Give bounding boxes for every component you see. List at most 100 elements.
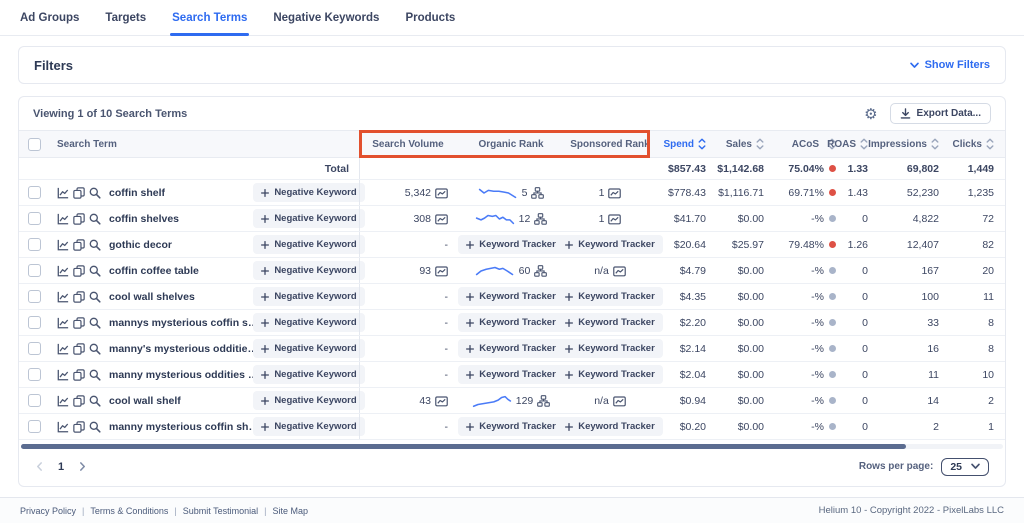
history-chart-icon[interactable] xyxy=(57,421,69,433)
history-chart-icon[interactable] xyxy=(57,317,69,329)
row-checkbox[interactable] xyxy=(28,420,41,433)
sitemap-icon[interactable] xyxy=(534,265,547,277)
row-checkbox[interactable] xyxy=(28,238,41,251)
footer-link-privacy-policy[interactable]: Privacy Policy xyxy=(20,505,77,516)
negative-keyword-button[interactable]: Negative Keyword xyxy=(253,313,365,332)
page-number[interactable]: 1 xyxy=(58,460,65,473)
keyword-tracker-button[interactable]: Keyword Tracker xyxy=(557,235,663,254)
sitemap-icon[interactable] xyxy=(531,187,544,199)
tab-search-terms[interactable]: Search Terms xyxy=(170,0,250,36)
search-icon[interactable] xyxy=(89,343,101,355)
column-header-sales[interactable]: Sales xyxy=(708,138,766,150)
history-chart-icon[interactable] xyxy=(57,291,69,303)
keyword-tracker-button[interactable]: Keyword Tracker xyxy=(458,417,564,436)
copy-icon[interactable] xyxy=(73,187,85,199)
keyword-tracker-button[interactable]: Keyword Tracker xyxy=(458,235,564,254)
history-chart-icon[interactable] xyxy=(57,369,69,381)
settings-gear-icon[interactable]: ⚙ xyxy=(864,105,878,123)
row-checkbox[interactable] xyxy=(28,368,41,381)
history-chart-icon[interactable] xyxy=(57,395,69,407)
search-icon[interactable] xyxy=(89,213,101,225)
column-header-organic-rank[interactable]: Organic Rank xyxy=(478,138,544,150)
copy-icon[interactable] xyxy=(73,421,85,433)
keyword-tracker-button[interactable]: Keyword Tracker xyxy=(557,339,663,358)
horizontal-scrollbar[interactable] xyxy=(21,444,906,449)
mini-chart-icon[interactable] xyxy=(435,395,448,407)
negative-keyword-button[interactable]: Negative Keyword xyxy=(253,417,365,436)
history-chart-icon[interactable] xyxy=(57,343,69,355)
keyword-tracker-button[interactable]: Keyword Tracker xyxy=(557,287,663,306)
keyword-tracker-button[interactable]: Keyword Tracker xyxy=(458,365,564,384)
column-header-search-volume[interactable]: Search Volume xyxy=(359,131,456,157)
export-data-button[interactable]: Export Data... xyxy=(889,103,991,124)
negative-keyword-button[interactable]: Negative Keyword xyxy=(253,287,365,306)
tab-products[interactable]: Products xyxy=(405,11,456,24)
negative-keyword-button[interactable]: Negative Keyword xyxy=(253,365,365,384)
copy-icon[interactable] xyxy=(73,291,85,303)
mini-chart-icon[interactable] xyxy=(435,265,448,277)
search-icon[interactable] xyxy=(89,239,101,251)
row-checkbox[interactable] xyxy=(28,290,41,303)
negative-keyword-button[interactable]: Negative Keyword xyxy=(253,209,365,228)
history-chart-icon[interactable] xyxy=(57,239,69,251)
mini-chart-icon[interactable] xyxy=(608,213,621,225)
copy-icon[interactable] xyxy=(73,317,85,329)
mini-chart-icon[interactable] xyxy=(613,265,626,277)
row-checkbox[interactable] xyxy=(28,264,41,277)
search-icon[interactable] xyxy=(89,395,101,407)
history-chart-icon[interactable] xyxy=(57,265,69,277)
keyword-tracker-button[interactable]: Keyword Tracker xyxy=(458,313,564,332)
search-icon[interactable] xyxy=(89,265,101,277)
column-header-roas[interactable]: ROAS xyxy=(827,138,875,150)
search-icon[interactable] xyxy=(89,369,101,381)
history-chart-icon[interactable] xyxy=(57,213,69,225)
keyword-tracker-button[interactable]: Keyword Tracker xyxy=(557,365,663,384)
row-checkbox[interactable] xyxy=(28,212,41,225)
keyword-tracker-button[interactable]: Keyword Tracker xyxy=(557,313,663,332)
history-chart-icon[interactable] xyxy=(57,187,69,199)
row-checkbox[interactable] xyxy=(28,316,41,329)
copy-icon[interactable] xyxy=(73,343,85,355)
column-header-clicks[interactable]: Clicks xyxy=(941,138,1005,150)
select-all-checkbox[interactable] xyxy=(28,137,41,151)
copy-icon[interactable] xyxy=(73,395,85,407)
negative-keyword-button[interactable]: Negative Keyword xyxy=(253,235,365,254)
column-header-search-term[interactable]: Search Term xyxy=(57,138,117,150)
negative-keyword-button[interactable]: Negative Keyword xyxy=(253,183,365,202)
search-icon[interactable] xyxy=(89,421,101,433)
keyword-tracker-button[interactable]: Keyword Tracker xyxy=(557,417,663,436)
negative-keyword-button[interactable]: Negative Keyword xyxy=(253,391,365,410)
negative-keyword-button[interactable]: Negative Keyword xyxy=(253,261,365,280)
search-icon[interactable] xyxy=(89,187,101,199)
show-filters-link[interactable]: Show Filters xyxy=(910,59,990,71)
rows-per-page-select[interactable]: 25 xyxy=(941,457,989,476)
mini-chart-icon[interactable] xyxy=(613,395,626,407)
column-header-sponsored-rank[interactable]: Sponsored Rank xyxy=(570,138,650,150)
copy-icon[interactable] xyxy=(73,265,85,277)
column-header-impressions[interactable]: Impressions xyxy=(868,138,941,150)
mini-chart-icon[interactable] xyxy=(435,213,448,225)
column-header-acos[interactable]: ACoS xyxy=(766,138,841,150)
next-page-chevron-icon[interactable] xyxy=(78,462,87,471)
search-icon[interactable] xyxy=(89,317,101,329)
copy-icon[interactable] xyxy=(73,369,85,381)
footer-link-site-map[interactable]: Site Map xyxy=(272,505,308,516)
prev-page-chevron-icon[interactable] xyxy=(35,462,44,471)
mini-chart-icon[interactable] xyxy=(435,187,448,199)
row-checkbox[interactable] xyxy=(28,342,41,355)
mini-chart-icon[interactable] xyxy=(608,187,621,199)
column-header-spend[interactable]: Spend xyxy=(654,138,708,150)
keyword-tracker-button[interactable]: Keyword Tracker xyxy=(458,339,564,358)
row-checkbox[interactable] xyxy=(28,186,41,199)
footer-link-terms[interactable]: Terms & Conditions xyxy=(90,505,169,516)
footer-link-submit-testimonial[interactable]: Submit Testimonial xyxy=(182,505,259,516)
tab-targets[interactable]: Targets xyxy=(105,11,147,24)
tab-ad-groups[interactable]: Ad Groups xyxy=(20,11,80,24)
search-icon[interactable] xyxy=(89,291,101,303)
sitemap-icon[interactable] xyxy=(537,395,550,407)
copy-icon[interactable] xyxy=(73,239,85,251)
copy-icon[interactable] xyxy=(73,213,85,225)
tab-negative-keywords[interactable]: Negative Keywords xyxy=(273,11,380,24)
row-checkbox[interactable] xyxy=(28,394,41,407)
negative-keyword-button[interactable]: Negative Keyword xyxy=(253,339,365,358)
